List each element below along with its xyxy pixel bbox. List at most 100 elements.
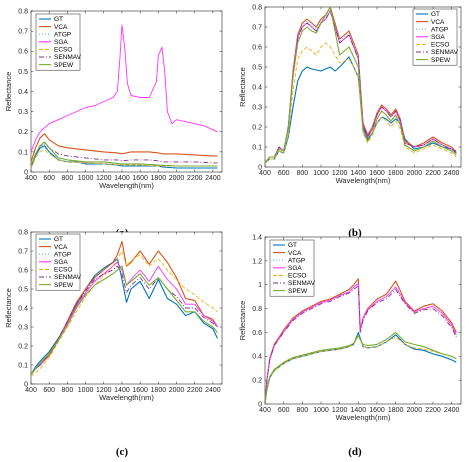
panel-label: (c) — [116, 446, 129, 458]
series-line-senmav — [265, 10, 457, 164]
y-tick-label: 0 — [24, 381, 28, 388]
legend-label: ATGP — [54, 251, 71, 258]
y-tick-label: 0.1 — [252, 144, 262, 151]
x-tick-label: 800 — [62, 175, 74, 182]
x-tick-label: 2000 — [169, 387, 185, 394]
y-tick-label: 0.2 — [252, 378, 262, 385]
x-tick-label: 2200 — [425, 170, 441, 177]
y-tick-label: 0.2 — [252, 124, 262, 131]
series-group — [265, 7, 457, 164]
legend-label: SGA — [288, 265, 302, 272]
x-tick-label: 1400 — [114, 387, 130, 394]
x-tick-label: 1000 — [78, 175, 94, 182]
series-line-spew — [265, 7, 457, 164]
y-tick-label: 0 — [258, 401, 262, 408]
y-axis-label: Reflectance — [238, 301, 247, 341]
x-tick-label: 2400 — [205, 387, 221, 394]
legend-label: VCA — [54, 244, 68, 251]
x-tick-label: 2200 — [425, 407, 441, 414]
y-tick-label: 0.6 — [18, 49, 28, 56]
y-tick-label: 0.8 — [252, 4, 262, 11]
legend-label: ATGP — [288, 257, 305, 264]
series-line-ecso — [265, 334, 457, 404]
series-line-spew — [265, 331, 457, 404]
y-tick-label: 0 — [258, 164, 262, 171]
y-tick-label: 0.8 — [18, 8, 28, 15]
panel-c: 400 600 800 1000 1200 1400 1600 1800 2000 2200 240… — [4, 229, 223, 458]
y-tick-label: 1 — [258, 282, 262, 289]
series-line-spew — [31, 141, 218, 167]
x-tick-label: 1200 — [96, 175, 112, 182]
x-tick-label: 1800 — [151, 175, 167, 182]
panel-b: 400 600 800 1000 1200 1400 1600 1800 2000 2200 240… — [238, 4, 462, 239]
legend-label: SENMAV — [288, 280, 316, 287]
x-tick-label: 1000 — [313, 170, 329, 177]
y-tick-label: 0.1 — [18, 362, 28, 369]
y-tick-label: 0 — [24, 169, 28, 176]
x-tick-label: 1000 — [313, 407, 329, 414]
y-tick-label: 0.5 — [252, 64, 262, 71]
x-tick-label: 800 — [296, 407, 308, 414]
legend-label: ECSO — [431, 42, 449, 49]
legend-label: GT — [431, 11, 440, 18]
y-tick-label: 0.8 — [252, 306, 262, 313]
legend-label: SENMAV — [54, 54, 82, 61]
y-tick-label: 0.2 — [18, 129, 28, 136]
x-tick-label: 800 — [296, 170, 308, 177]
series-line-senmav — [265, 285, 457, 404]
y-tick-label: 0.7 — [18, 29, 28, 36]
legend-label: ECSO — [54, 47, 72, 54]
y-tick-label: 0.5 — [18, 286, 28, 293]
y-tick-label: 0.6 — [252, 330, 262, 337]
x-tick-label: 1800 — [388, 407, 404, 414]
x-tick-label: 1800 — [151, 387, 167, 394]
y-tick-label: 0.3 — [18, 324, 28, 331]
y-tick-label: 0.2 — [18, 343, 28, 350]
series-line-senmav — [31, 143, 218, 167]
series-line-sga — [31, 24, 218, 153]
x-tick-label: 800 — [62, 387, 74, 394]
y-tick-label: 0.4 — [252, 84, 262, 91]
legend-label: ECSO — [54, 267, 72, 274]
legend-label: SENMAV — [54, 274, 82, 281]
y-axis-label: Reflectance — [4, 288, 13, 328]
y-tick-label: 0.4 — [18, 89, 28, 96]
legend-label: VCA — [431, 19, 445, 26]
x-tick-label: 1600 — [369, 407, 385, 414]
legend-label: ATGP — [54, 31, 71, 38]
series-line-senmav — [31, 265, 218, 375]
legend-label: GT — [288, 242, 297, 249]
legend-label: SPEW — [288, 288, 308, 295]
x-tick-label: 1800 — [388, 170, 404, 177]
y-tick-label: 1.4 — [252, 234, 262, 241]
legend-label: SGA — [431, 34, 445, 41]
series-line-spew — [31, 265, 218, 375]
legend-label: GT — [54, 236, 63, 243]
x-tick-label: 2200 — [187, 175, 203, 182]
x-tick-label: 600 — [43, 387, 55, 394]
x-tick-label: 1400 — [114, 175, 130, 182]
y-axis-label: Reflectance — [4, 72, 13, 112]
x-tick-label: 1000 — [78, 387, 94, 394]
x-tick-label: 2400 — [444, 170, 460, 177]
x-tick-label: 2000 — [407, 170, 423, 177]
y-tick-label: 0.7 — [252, 24, 262, 31]
panel-a: 400 600 800 1000 1200 1400 1600 1800 2000 2200 240… — [4, 8, 223, 239]
series-line-vca — [31, 133, 218, 163]
x-tick-label: 600 — [278, 170, 290, 177]
x-tick-label: 1200 — [332, 170, 348, 177]
legend-label: SGA — [54, 39, 68, 46]
y-tick-label: 0.3 — [18, 109, 28, 116]
x-tick-label: 1200 — [332, 407, 348, 414]
legend-label: SPEW — [54, 282, 74, 289]
x-tick-label: 400 — [259, 170, 271, 177]
legend-label: VCA — [288, 250, 302, 257]
x-tick-label: 2000 — [169, 175, 185, 182]
y-tick-label: 0.3 — [252, 104, 262, 111]
x-tick-label: 2400 — [444, 407, 460, 414]
legend-label: GT — [54, 16, 63, 23]
